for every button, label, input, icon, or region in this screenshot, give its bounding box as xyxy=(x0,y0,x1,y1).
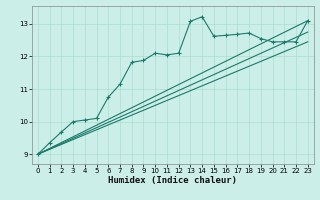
X-axis label: Humidex (Indice chaleur): Humidex (Indice chaleur) xyxy=(108,176,237,185)
